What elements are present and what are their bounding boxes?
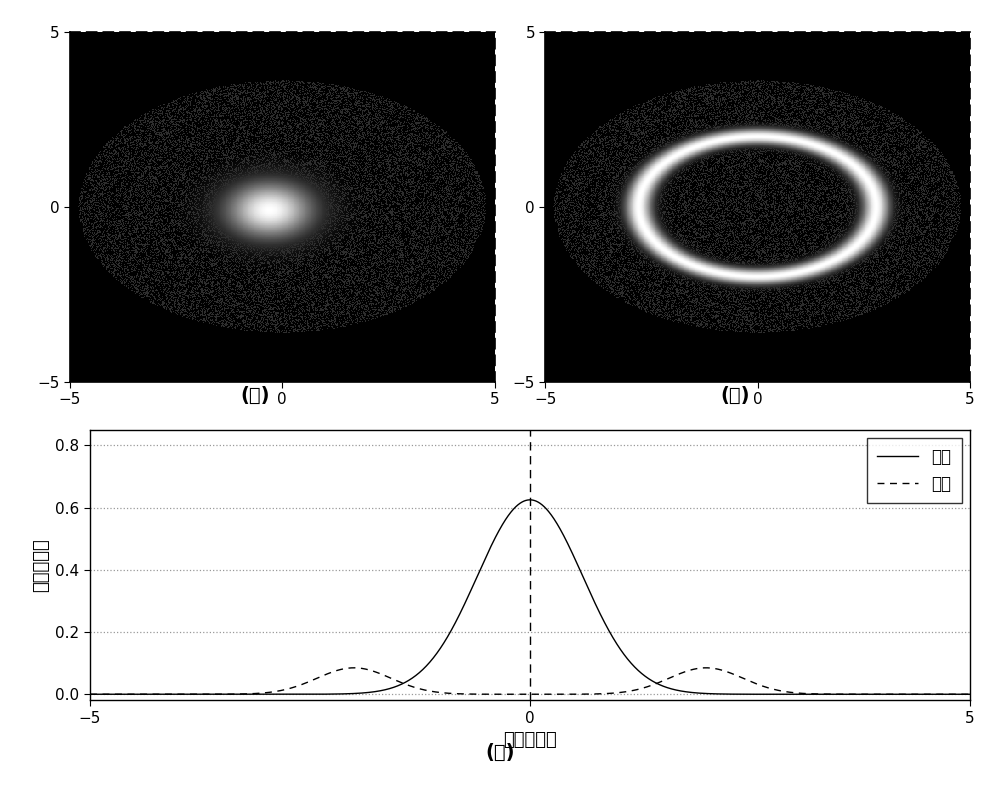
噪声 [84, 689, 96, 699]
Text: (ｂ): (ｂ) [720, 386, 750, 405]
Text: (ａ): (ａ) [240, 386, 270, 405]
信号 [964, 689, 976, 699]
Line: 信号: 信号 [90, 500, 970, 694]
信号 [939, 689, 951, 699]
噪声 [489, 689, 501, 699]
Legend: 信号, 噪声: 信号, 噪声 [867, 438, 962, 502]
信号 [84, 689, 96, 699]
噪声 [348, 663, 360, 673]
噪声 [939, 689, 951, 699]
噪声 [512, 689, 524, 699]
噪声 [777, 686, 789, 696]
信号 [938, 689, 950, 699]
Text: (ｃ): (ｃ) [485, 743, 515, 762]
信号 [129, 689, 141, 699]
噪声 [129, 689, 141, 699]
噪声 [938, 689, 950, 699]
X-axis label: 横截面坐标: 横截面坐标 [503, 732, 557, 750]
Line: 噪声: 噪声 [90, 668, 970, 694]
信号 [512, 500, 524, 509]
信号 [489, 534, 501, 544]
Y-axis label: 归一化强度: 归一化强度 [32, 538, 50, 592]
噪声 [964, 689, 976, 699]
信号 [777, 689, 789, 699]
信号 [524, 495, 536, 505]
